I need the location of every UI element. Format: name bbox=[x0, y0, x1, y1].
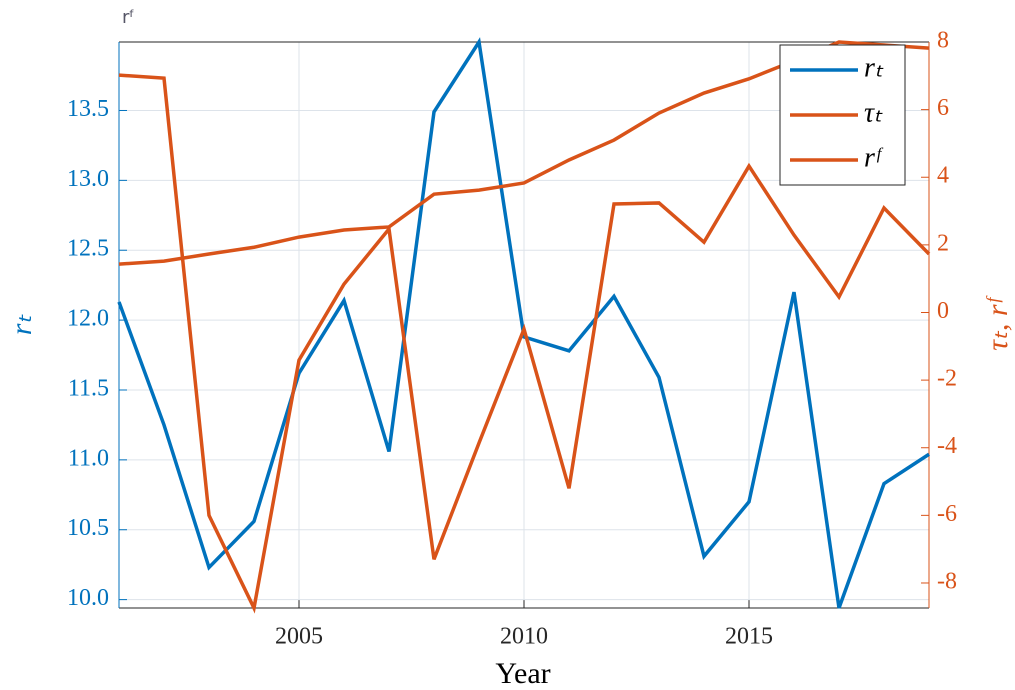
y-tick-label: 10.0 bbox=[67, 585, 109, 611]
y2-tick-label: -8 bbox=[937, 568, 957, 594]
x-tick-label: 2015 bbox=[725, 624, 773, 650]
y2-tick-label: -6 bbox=[937, 501, 957, 527]
legend-label: rₜ bbox=[864, 52, 884, 83]
x-axis-label: Year bbox=[495, 657, 550, 690]
y2-tick-label: 6 bbox=[937, 95, 949, 121]
y2-tick-label: -2 bbox=[937, 366, 957, 392]
y2-axis-label: τₜ, rᶠ bbox=[981, 294, 1014, 350]
y-tick-label: 10.5 bbox=[67, 515, 109, 541]
y2-tick-label: 8 bbox=[937, 28, 949, 54]
legend-label: τₜ bbox=[864, 97, 883, 128]
y2-tick-label: 0 bbox=[937, 298, 949, 324]
chart-title: rᶠ bbox=[122, 7, 135, 28]
legend-label: rᶠ bbox=[864, 142, 884, 173]
x-tick-label: 2005 bbox=[275, 624, 323, 650]
y-tick-label: 13.5 bbox=[67, 96, 109, 122]
y-axis-label: rₜ bbox=[5, 314, 38, 336]
y-tick-label: 12.5 bbox=[67, 236, 109, 262]
x-tick-label: 2010 bbox=[500, 624, 548, 650]
y-tick-label: 12.0 bbox=[67, 306, 109, 332]
y-tick-label: 11.0 bbox=[68, 445, 109, 471]
y2-tick-label: 4 bbox=[937, 163, 949, 189]
y-tick-label: 11.5 bbox=[68, 375, 109, 401]
y2-tick-label: 2 bbox=[937, 230, 949, 256]
series-line bbox=[118, 73, 931, 614]
y-tick-label: 13.0 bbox=[67, 166, 109, 192]
series-line bbox=[117, 37, 930, 609]
y2-tick-label: -4 bbox=[937, 433, 957, 459]
